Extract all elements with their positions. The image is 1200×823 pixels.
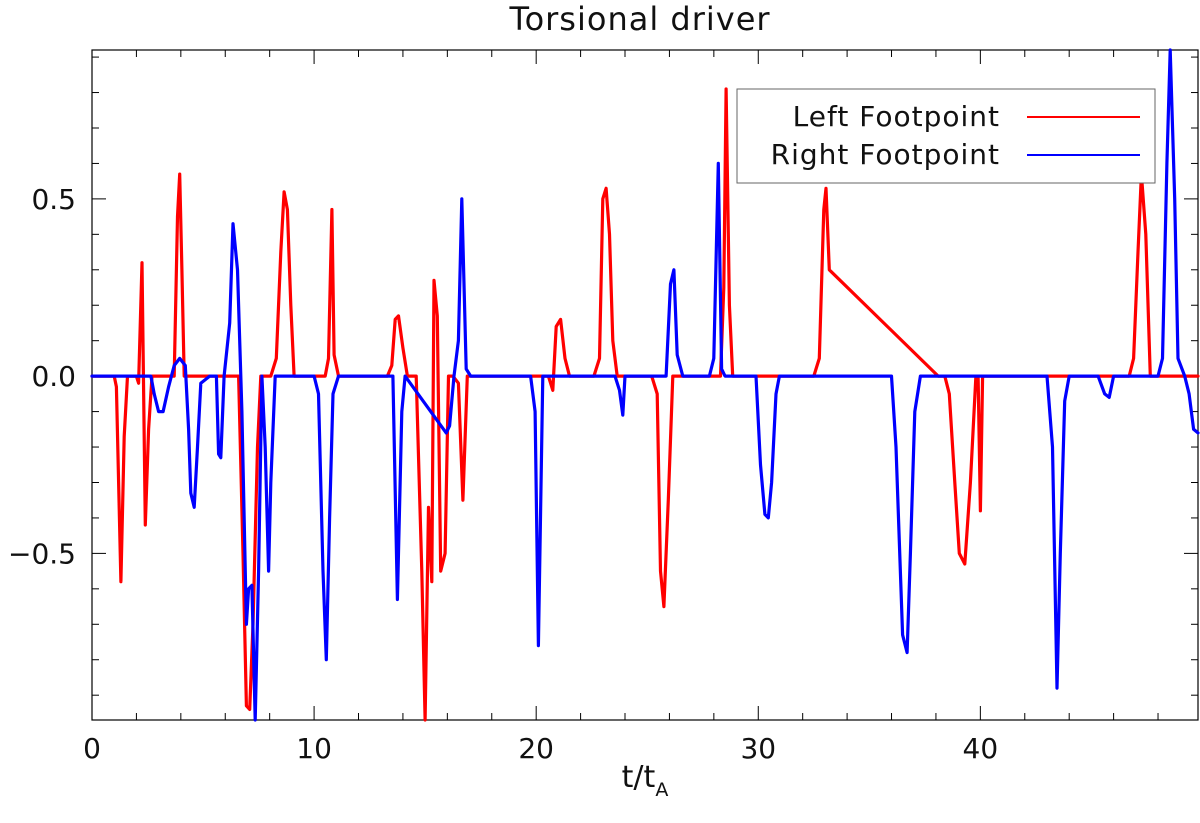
series-line-right-footpoint (90, 48, 1200, 722)
x-axis-label-main: t/t (622, 760, 656, 795)
x-tick-label: 10 (296, 732, 332, 765)
axis-ticks (91, 50, 1198, 720)
x-axis-label: t/tA (622, 760, 669, 801)
legend-label-left: Left Footpoint (793, 100, 1000, 133)
y-tick-label: 0.0 (31, 360, 76, 393)
series-layer (90, 48, 1200, 722)
x-tick-label: 40 (963, 732, 999, 765)
legend-label-right: Right Footpoint (771, 138, 1000, 171)
legend: Left Footpoint Right Footpoint (736, 88, 1156, 184)
chart-title: Torsional driver (508, 0, 770, 38)
plot-frame (91, 49, 1199, 721)
x-axis-label-subscript: A (655, 779, 668, 801)
x-tick-label: 0 (83, 732, 101, 765)
y-tick-label: −0.5 (8, 537, 76, 570)
tick-labels: 0 10 20 30 40 −0.5 0.0 0.5 (8, 183, 998, 765)
y-tick-label: 0.5 (31, 183, 76, 216)
legend-box (736, 88, 1156, 184)
x-tick-label: 30 (740, 732, 776, 765)
x-tick-label: 20 (518, 732, 554, 765)
